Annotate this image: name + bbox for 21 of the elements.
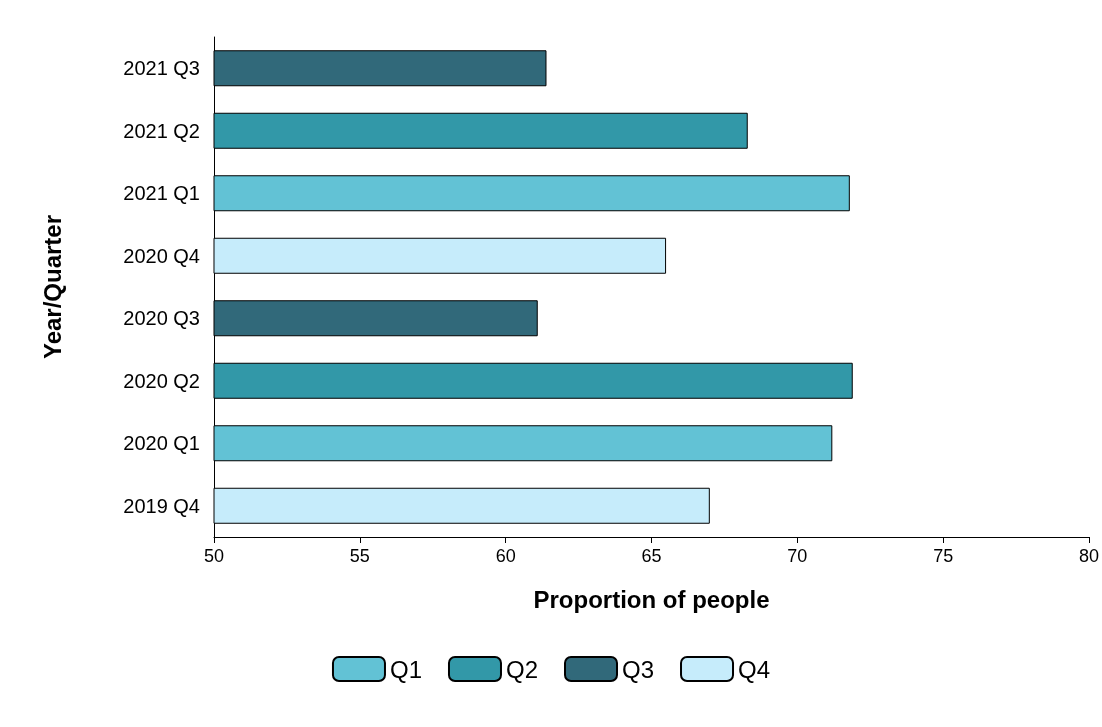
- y-tick-label: 2021 Q1: [123, 182, 200, 205]
- legend-label: Q4: [738, 655, 771, 683]
- x-tick-label: 55: [349, 546, 370, 566]
- y-tick-label: 2020 Q3: [123, 307, 200, 330]
- x-tick-label: 50: [203, 546, 225, 566]
- y-tick-label: 2020 Q2: [123, 369, 200, 392]
- x-tick-label: 75: [933, 546, 954, 566]
- legend-label: Q2: [505, 655, 538, 683]
- y-tick-label: 2020 Q1: [123, 432, 200, 455]
- x-axis-title: Proportion of people: [533, 585, 770, 613]
- y-tick-label: 2021 Q3: [123, 57, 200, 80]
- legend-label: Q1: [389, 655, 422, 683]
- y-tick-label: 2019 Q4: [123, 494, 200, 517]
- y-tick-label: 2021 Q2: [123, 119, 200, 142]
- x-tick-label: 80: [1078, 546, 1099, 566]
- x-tick-label: 60: [495, 546, 516, 566]
- x-tick-label: 70: [787, 546, 808, 566]
- legend-label: Q3: [622, 655, 655, 683]
- y-tick-label: 2020 Q4: [123, 244, 200, 267]
- y-axis-title: Year/Quarter: [38, 214, 66, 360]
- x-tick-label: 65: [641, 546, 662, 566]
